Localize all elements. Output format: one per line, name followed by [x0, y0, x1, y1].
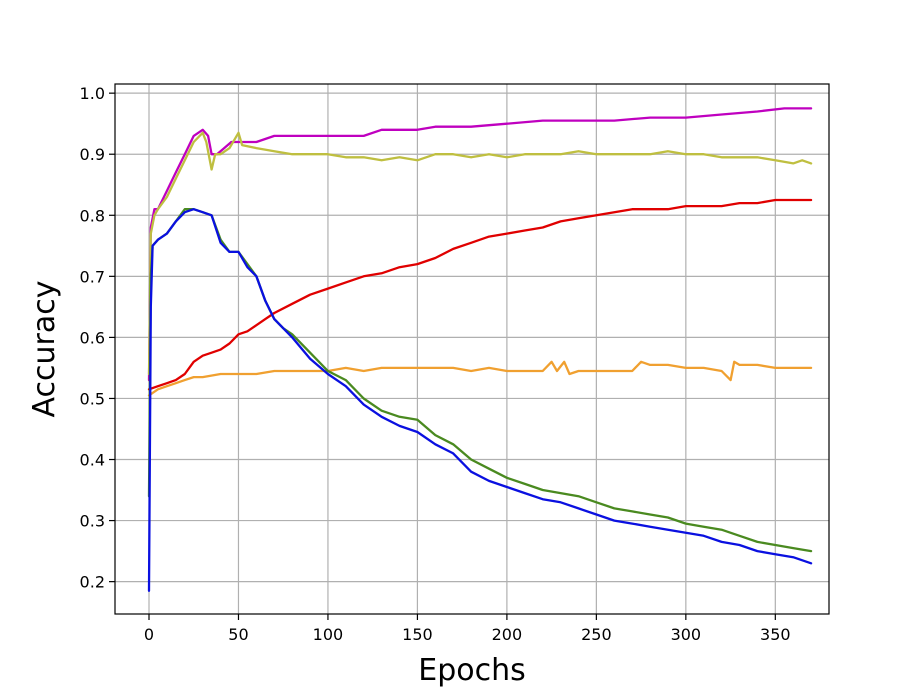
x-tick-label: 50	[228, 625, 248, 644]
x-tick-label: 200	[492, 625, 523, 644]
y-tick-label: 0.2	[80, 573, 105, 592]
y-axis-ticks: 0.2 0.3 0.4 0.5 0.6 0.7 0.8 0.9 1.0	[80, 84, 115, 592]
series-line-6	[147, 208, 813, 592]
x-tick-label: 0	[144, 625, 154, 644]
series-line-4	[147, 360, 813, 397]
y-tick-label: 0.3	[80, 512, 105, 531]
x-tick-label: 300	[671, 625, 702, 644]
x-tick-label: 350	[760, 625, 791, 644]
x-tick-label: 150	[402, 625, 433, 644]
x-axis-ticks: 0 50 100 150 200 250 300 350	[144, 614, 791, 644]
series-lines	[147, 107, 813, 592]
series-line-2	[147, 131, 813, 376]
y-axis-label: Accuracy	[27, 281, 62, 418]
series-line-1	[147, 107, 813, 382]
plot-frame	[114, 83, 830, 615]
x-axis-label: Epochs	[418, 653, 526, 688]
gridlines	[115, 84, 829, 614]
y-tick-label: 0.6	[80, 328, 105, 347]
x-tick-label: 100	[313, 625, 344, 644]
x-tick-label: 250	[581, 625, 612, 644]
series-line-3	[147, 198, 813, 391]
y-tick-label: 0.9	[80, 145, 105, 164]
y-tick-label: 0.4	[80, 451, 105, 470]
y-tick-label: 0.8	[80, 206, 105, 225]
y-tick-label: 0.5	[80, 389, 105, 408]
y-tick-label: 0.7	[80, 267, 105, 286]
y-tick-label: 1.0	[80, 84, 105, 103]
